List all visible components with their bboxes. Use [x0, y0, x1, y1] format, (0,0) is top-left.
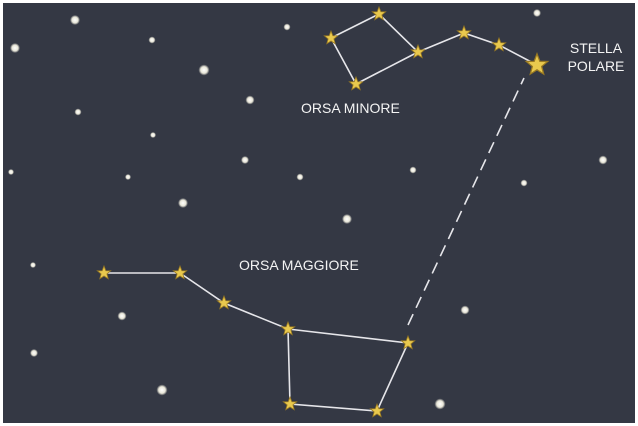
background-star [10, 43, 20, 53]
background-star [8, 169, 14, 175]
background-star [118, 312, 127, 321]
background-star [599, 156, 608, 165]
background-star [342, 214, 352, 224]
ursa-minor-label: ORSA MINORE [301, 100, 400, 116]
background-star [150, 132, 156, 138]
background-star [178, 198, 188, 208]
background-star [246, 96, 255, 105]
star-map: ORSA MINORE ORSA MAGGIORE STELLA POLARE [0, 0, 638, 426]
background-star [125, 174, 131, 180]
background-star [30, 262, 36, 268]
background-star [297, 174, 304, 181]
background-star [75, 109, 82, 116]
background-star [199, 65, 210, 76]
background-star [284, 24, 291, 31]
polaris-label-line: STELLA [570, 40, 623, 56]
background-star [435, 399, 446, 410]
background-star [241, 156, 249, 164]
background-star [461, 306, 470, 315]
background-star [533, 9, 541, 17]
background-star [30, 349, 38, 357]
background-star [149, 37, 156, 44]
page: {"ursa_minor_label": "ORSA MINORE", "urs… [0, 0, 638, 426]
polaris-label-line: POLARE [568, 58, 625, 74]
background-star [70, 15, 80, 25]
background-star [157, 385, 168, 396]
ursa-major-label: ORSA MAGGIORE [239, 257, 359, 273]
background-star [521, 180, 528, 187]
background-star [410, 167, 417, 174]
